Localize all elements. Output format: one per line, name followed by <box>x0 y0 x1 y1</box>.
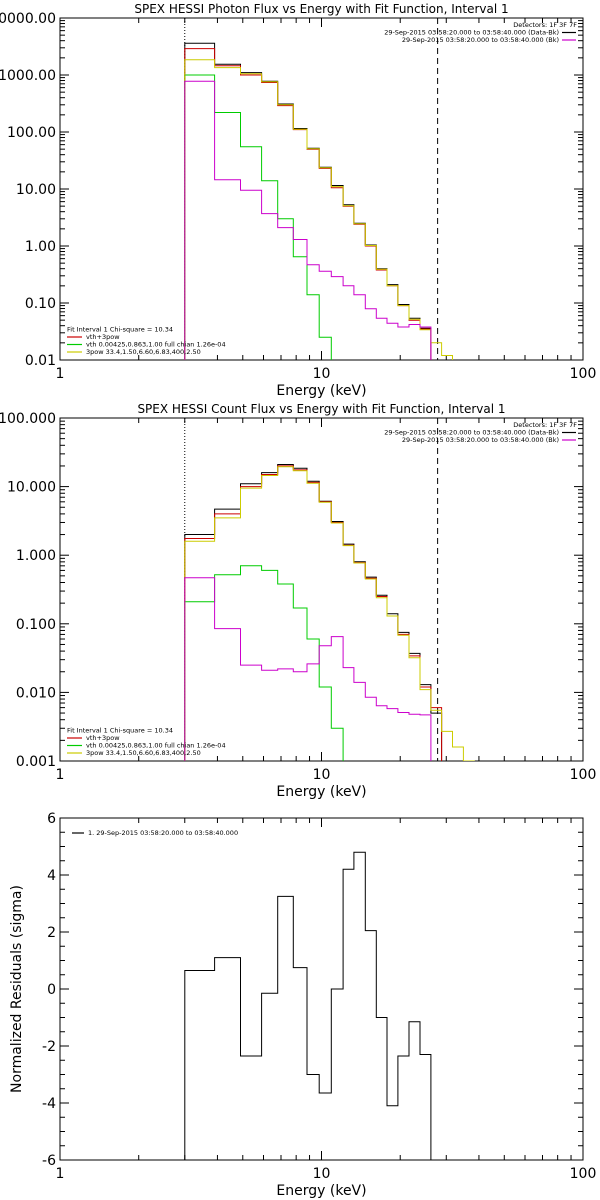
series-2-step-line <box>184 48 432 360</box>
series-4-step-line <box>184 466 475 761</box>
y-tick-label: 1000.00 <box>0 68 56 84</box>
x-tick-label: 100 <box>570 1166 597 1182</box>
chart-title: SPEX HESSI Count Flux vs Energy with Fit… <box>137 402 505 416</box>
y-axis-label: Normalized Residuals (sigma) <box>9 885 25 1093</box>
y-tick-label: 100.00 <box>7 125 56 141</box>
x-tick-label: 10 <box>313 366 331 382</box>
legend-bottom-left-text: vth+3pow <box>86 333 120 341</box>
chart-title: SPEX HESSI Photon Flux vs Energy with Fi… <box>134 2 508 16</box>
series-5-step-line <box>184 80 432 360</box>
chart-1: SPEX HESSI Photon Flux vs Energy with Fi… <box>0 2 596 399</box>
series-1-step-line <box>184 42 432 360</box>
legend-bottom-left-text: vth+3pow <box>86 734 120 742</box>
legend-top-right-text: 29-Sep-2015 03:58:20.000 to 03:58:40.000… <box>384 29 559 37</box>
series-4-step-line <box>184 59 453 360</box>
legend-bottom-left-text: Fit Interval 1 Chi-square = 10.34 <box>67 727 173 735</box>
y-tick-label: 6 <box>47 811 56 827</box>
legend-top-right-text: 29-Sep-2015 03:58:20.000 to 03:58:40.000… <box>402 36 559 44</box>
x-tick-label: 1 <box>56 1166 65 1182</box>
legend-top-right-text: Detectors: 1F 3F 7F <box>513 421 577 429</box>
series-1-step-line <box>184 851 432 1160</box>
x-tick-label: 10 <box>313 767 331 783</box>
legend-bottom-left-text: 3pow 33.4,1.50,6.60,6.83,400,2.50 <box>86 749 201 757</box>
y-tick-label: 10.000 <box>7 480 56 496</box>
y-tick-label: 1.00 <box>25 239 56 255</box>
series-2-step-line <box>184 465 443 761</box>
legend-top-right-text: Detectors: 1F 3F 7F <box>513 21 577 29</box>
legend-top-left-text: 1. 29-Sep-2015 03:58:20.000 to 03:58:40.… <box>88 829 238 837</box>
y-tick-label: 0.010 <box>16 685 56 701</box>
plot-frame <box>59 417 584 762</box>
y-tick-label: -4 <box>42 1096 56 1112</box>
series-3-step-line <box>184 565 344 761</box>
y-tick-label: 0.01 <box>25 353 56 369</box>
y-tick-label: 10000.00 <box>0 11 56 27</box>
legend-bottom-left-text: vth 0.00425,0.863,1.00 full chian 1.26e-… <box>86 341 226 349</box>
series-5-step-line <box>184 577 432 761</box>
legend-top-right-text: 29-Sep-2015 03:58:20.000 to 03:58:40.000… <box>402 436 559 444</box>
chart-3: 1 10 100 Energy (keV) 6 4 2 0 -2 -4 -6 Normalized R… <box>9 811 596 1199</box>
y-tick-label: 0.100 <box>16 617 56 633</box>
legend-bottom-left-text: vth 0.00425,0.863,1.00 full chian 1.26e-… <box>86 742 226 750</box>
x-tick-label: 1 <box>56 366 65 382</box>
x-tick-label: 100 <box>570 366 597 382</box>
y-tick-label: -6 <box>42 1153 56 1169</box>
chart-2: SPEX HESSI Count Flux vs Energy with Fit… <box>0 402 596 800</box>
x-axis-label: Energy (keV) <box>276 784 366 800</box>
y-tick-label: 2 <box>47 925 56 941</box>
y-tick-label: -2 <box>42 1039 56 1055</box>
series-1-step-line <box>184 464 443 761</box>
series-group <box>184 42 453 360</box>
y-tick-label: 0.001 <box>16 754 56 770</box>
series-group <box>184 851 432 1160</box>
x-tick-label: 10 <box>313 1166 331 1182</box>
plot-frame <box>59 17 584 361</box>
y-tick-label: 4 <box>47 868 56 884</box>
legend-bottom-left-text: Fit Interval 1 Chi-square = 10.34 <box>67 326 173 334</box>
legend-bottom-left-text: 3pow 33.4,1.50,6.60,6.83,400,2.50 <box>86 348 201 356</box>
legend-top-right-text: 29-Sep-2015 03:58:20.000 to 03:58:40.000… <box>384 429 559 437</box>
x-axis-label: Energy (keV) <box>276 383 366 399</box>
y-tick-label: 100.000 <box>0 411 56 427</box>
y-tick-label: 1.000 <box>16 548 56 564</box>
x-tick-label: 100 <box>570 767 597 783</box>
plot-frame <box>59 817 584 1161</box>
x-tick-label: 1 <box>56 767 65 783</box>
series-group <box>184 464 475 761</box>
y-tick-label: 0.10 <box>25 296 56 312</box>
series-3-step-line <box>184 74 332 360</box>
x-axis-label: Energy (keV) <box>276 1183 366 1199</box>
y-tick-label: 0 <box>47 982 56 998</box>
y-tick-label: 10.00 <box>16 182 56 198</box>
